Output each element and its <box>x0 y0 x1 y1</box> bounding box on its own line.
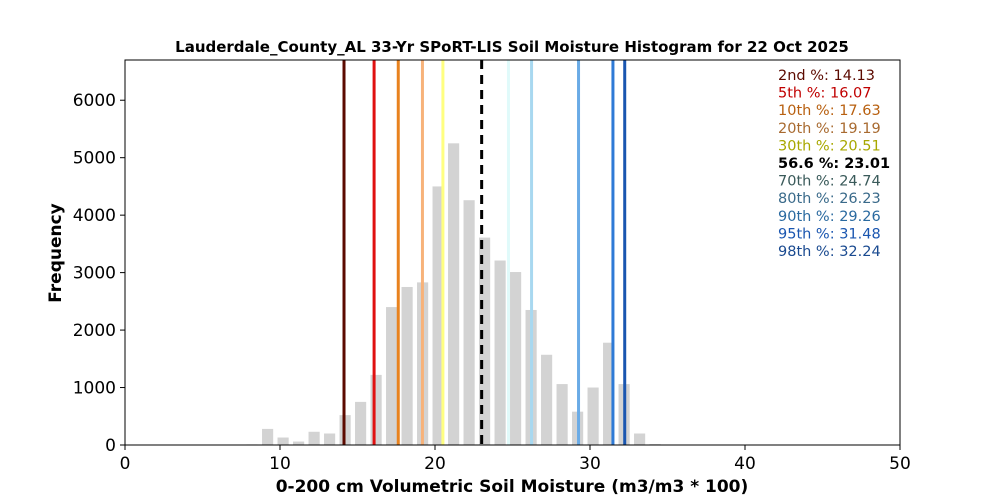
legend-entry: 70th %: 24.74 <box>778 174 881 190</box>
histogram-bar <box>308 431 320 445</box>
histogram-bar <box>556 384 568 445</box>
histogram-bar <box>634 433 646 445</box>
x-tick-label: 20 <box>424 454 446 474</box>
histogram-bar <box>603 342 615 445</box>
x-tick-label: 0 <box>120 454 131 474</box>
y-axis-ticks: 0 1000 2000 3000 4000 5000 6000 <box>73 91 125 456</box>
y-tick-label: 2000 <box>73 321 116 341</box>
histogram-bar <box>432 186 444 446</box>
percentile-lines-group <box>342 60 627 445</box>
histogram-bar <box>293 441 305 445</box>
y-tick-label: 5000 <box>73 149 116 169</box>
legend-entry: 80th %: 26.23 <box>778 191 881 207</box>
histogram-bar <box>262 428 274 445</box>
x-axis-label: 0-200 cm Volumetric Soil Moisture (m3/m3… <box>276 477 749 497</box>
y-axis-label: Frequency <box>46 203 66 303</box>
legend-entry: 95th %: 31.48 <box>778 226 881 242</box>
legend-entry: 5th %: 16.07 <box>778 86 872 102</box>
histogram-bar <box>386 307 398 445</box>
histogram-bar <box>448 143 460 445</box>
legend-entry: 2nd %: 14.13 <box>778 68 875 84</box>
histogram-bar <box>541 354 553 445</box>
y-tick-label: 0 <box>105 436 116 456</box>
legend-entry: 30th %: 20.51 <box>778 138 881 154</box>
legend-entry: 98th %: 32.24 <box>778 244 881 260</box>
histogram-bar <box>355 401 367 445</box>
y-tick-label: 3000 <box>73 264 116 284</box>
x-tick-label: 50 <box>889 454 911 474</box>
chart-title: Lauderdale_County_AL 33-Yr SPoRT-LIS Soi… <box>175 38 849 56</box>
histogram-bar <box>324 433 336 445</box>
legend-entry: 20th %: 19.19 <box>778 121 881 137</box>
histogram-bar <box>277 437 289 445</box>
legend-entry: 56.6 %: 23.01 <box>778 156 890 172</box>
legend-entry: 10th %: 17.63 <box>778 103 881 119</box>
histogram-bar <box>463 200 475 445</box>
histogram-bar <box>401 286 413 445</box>
y-tick-label: 1000 <box>73 379 116 399</box>
histogram-bar <box>494 260 506 445</box>
y-tick-label: 4000 <box>73 206 116 226</box>
plot-frame <box>124 59 901 446</box>
histogram-bar <box>587 387 599 445</box>
histogram-bar <box>510 272 522 445</box>
y-tick-label: 6000 <box>73 91 116 111</box>
x-tick-label: 30 <box>579 454 601 474</box>
x-tick-label: 10 <box>269 454 291 474</box>
histogram-bar <box>370 374 382 445</box>
histogram-bar <box>479 237 491 445</box>
x-tick-label: 40 <box>734 454 756 474</box>
x-axis-ticks: 0 10 20 30 40 50 <box>120 445 911 474</box>
legend-entry: 90th %: 29.26 <box>778 209 881 225</box>
